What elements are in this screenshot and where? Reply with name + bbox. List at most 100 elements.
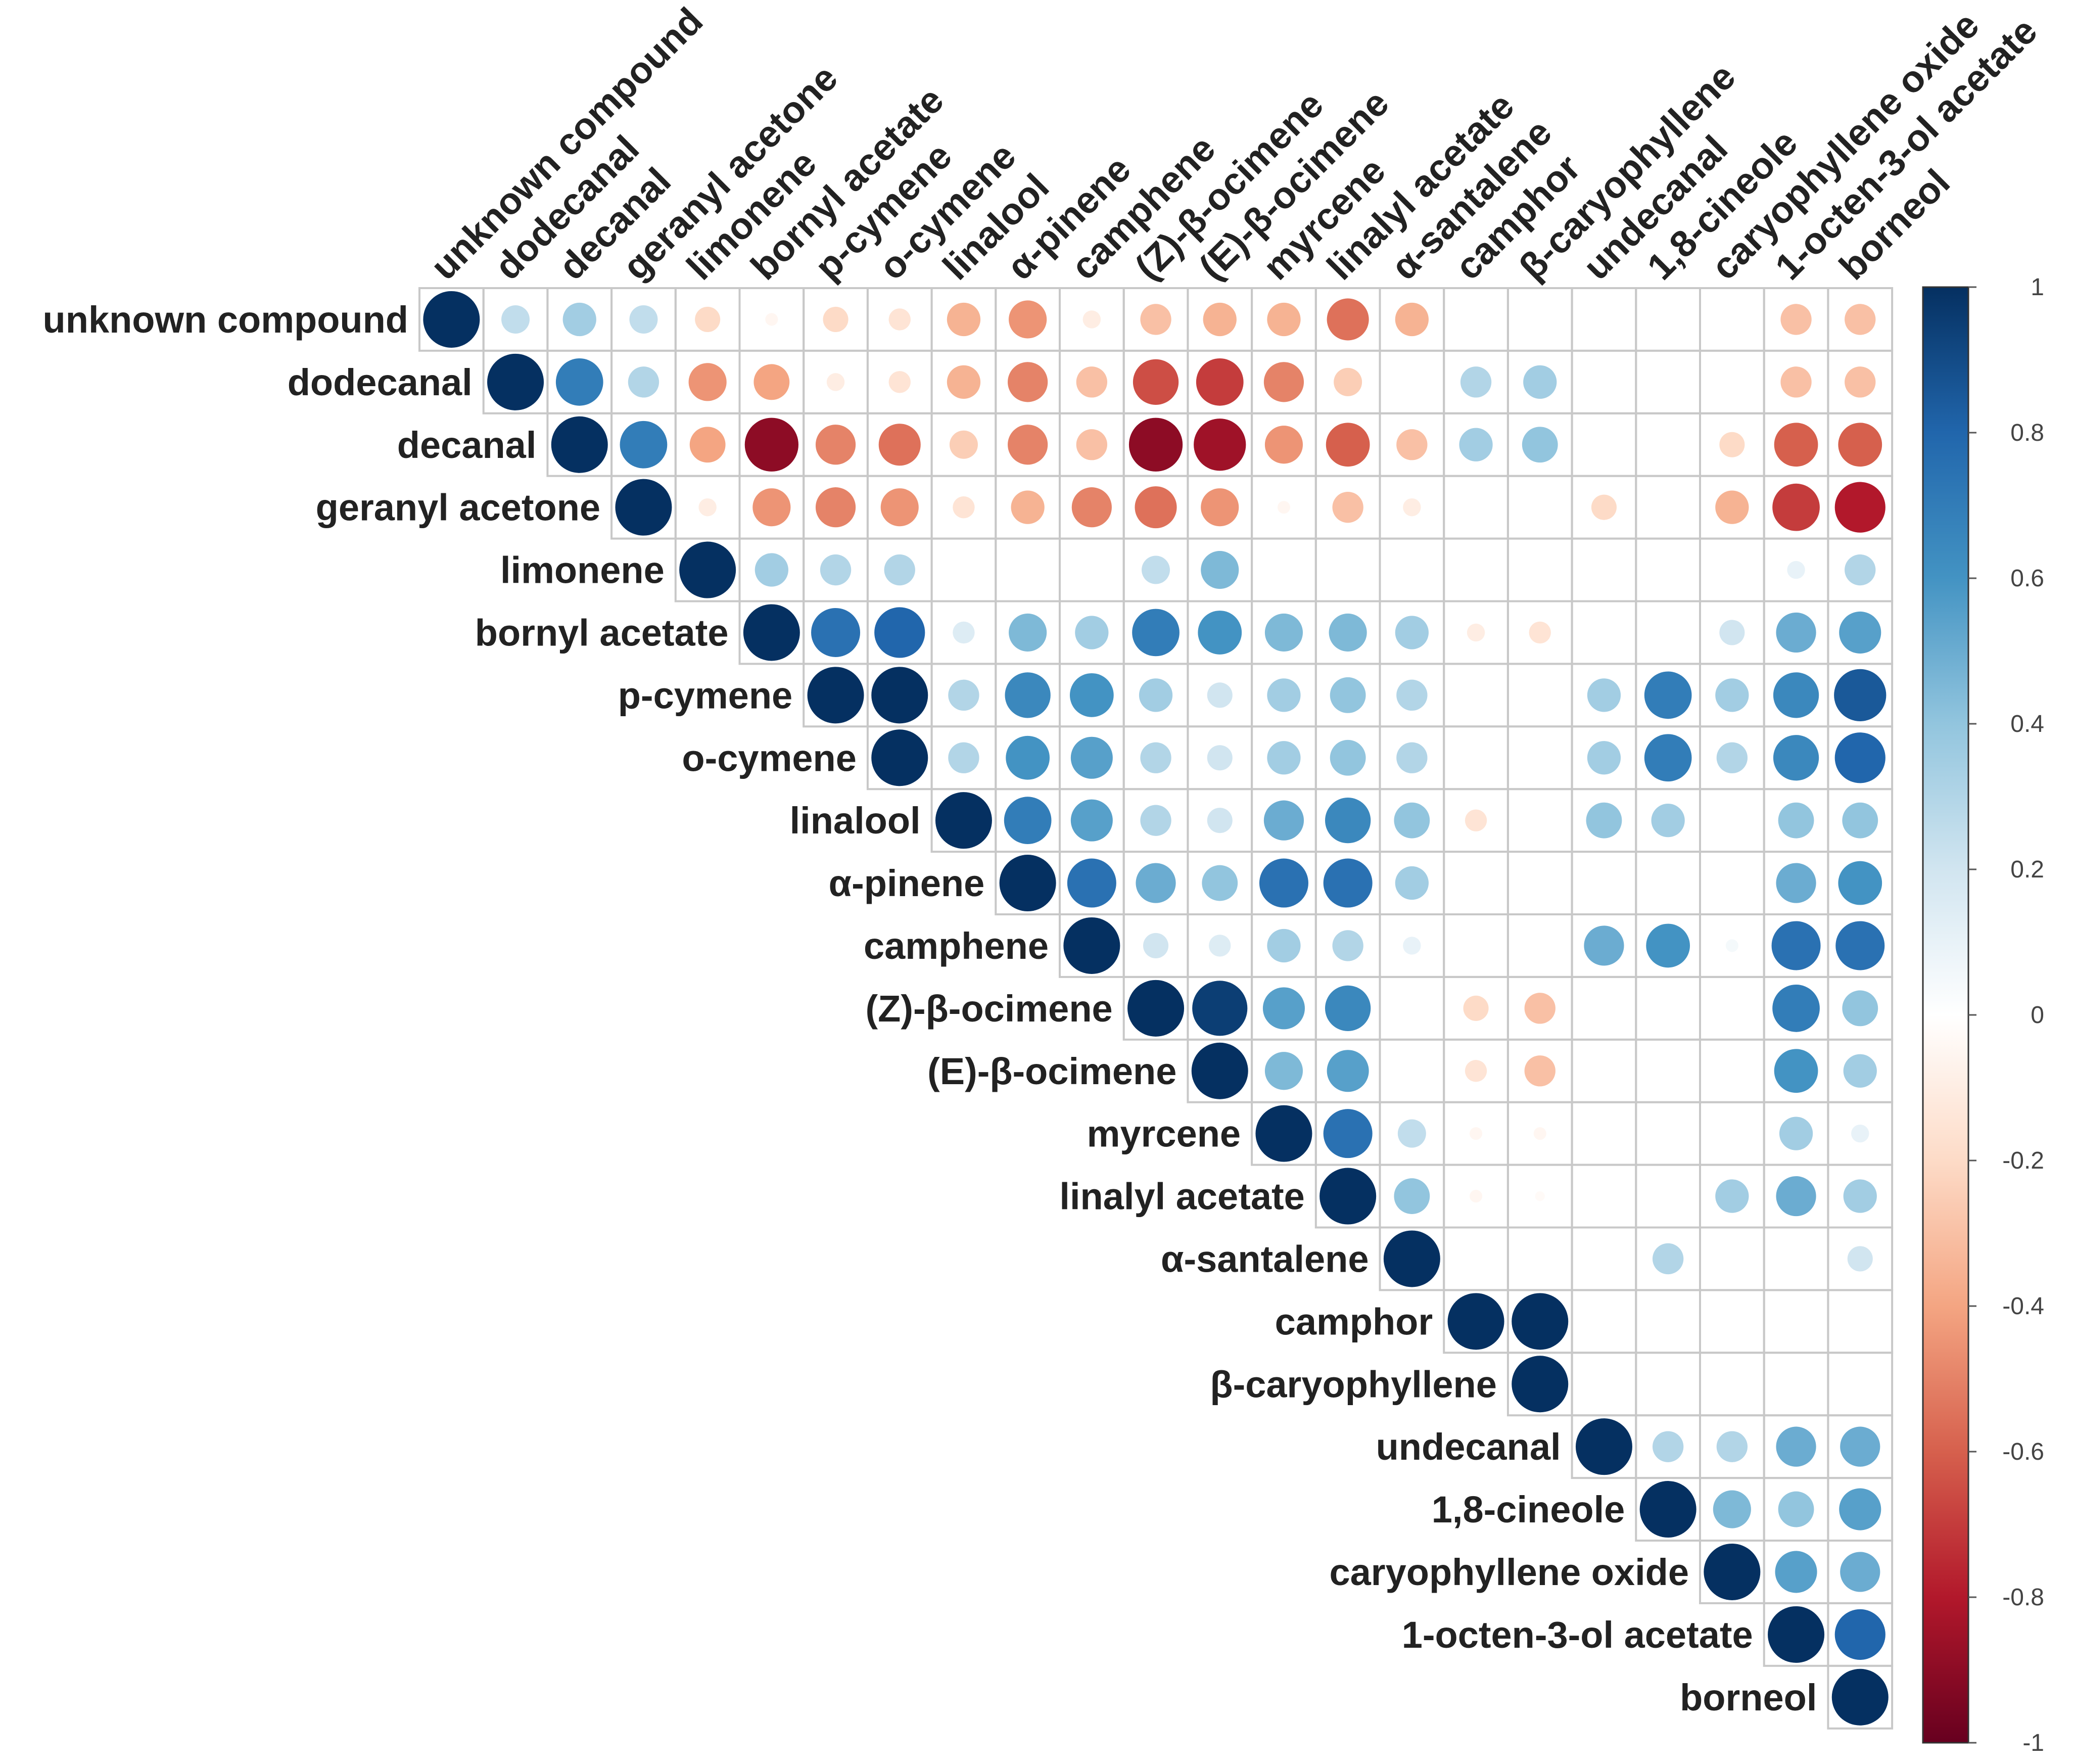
colorbar-tick-label: 0.4	[2010, 711, 2044, 737]
correlation-circle-9-14	[1323, 858, 1373, 908]
correlation-circle-8-11	[1140, 805, 1171, 836]
correlation-circle-21-21	[1768, 1606, 1825, 1663]
correlation-circle-2-10	[1076, 429, 1108, 460]
correlation-circle-0-5	[765, 313, 778, 326]
grid-cell	[1506, 725, 1573, 791]
grid-cell	[1571, 1101, 1637, 1166]
correlation-circle-9-21	[1776, 863, 1816, 903]
correlation-circle-2-20	[1719, 432, 1745, 457]
correlation-circle-5-9	[1009, 613, 1047, 652]
colorbar-tick-label: -0.8	[2002, 1584, 2044, 1611]
column-label-1-octen-3-ol-acetate-21: 1-octen-3-ol acetate	[1767, 10, 2045, 288]
grid-cell	[1571, 287, 1637, 352]
correlation-circle-10-13	[1267, 929, 1301, 963]
correlation-circle-0-13	[1267, 302, 1301, 337]
row-label-linalool-8: linalool	[790, 800, 921, 842]
correlation-circle-0-11	[1140, 304, 1171, 335]
cell-grid	[418, 287, 1894, 1730]
row-label-unknown-compound-0: unknown compound	[43, 299, 408, 341]
grid-cell	[1506, 851, 1573, 915]
correlation-circle-2-4	[689, 427, 726, 463]
correlation-circle-15-19	[1652, 1243, 1684, 1275]
correlation-circle-6-9	[1005, 672, 1051, 718]
correlation-circle-13-16	[1470, 1127, 1483, 1140]
correlation-circle-0-7	[888, 308, 911, 331]
correlation-circle-3-11	[1135, 486, 1177, 529]
row-label-e-ocimene-12: (E)-β-ocimene	[927, 1050, 1176, 1092]
correlation-circle-5-15	[1395, 616, 1429, 649]
grid-cell	[1699, 287, 1765, 352]
correlation-circle-2-2	[551, 416, 608, 473]
colorbar-tick-label: -0.6	[2002, 1438, 2044, 1465]
correlation-circle-2-5	[744, 417, 798, 472]
correlation-circle-14-20	[1715, 1179, 1749, 1213]
row-label-pinene-9: α-pinene	[829, 862, 985, 904]
grid-cell	[1635, 475, 1702, 540]
grid-cell	[1635, 976, 1702, 1041]
correlation-circle-10-22	[1835, 921, 1885, 970]
colorbar-tick-label: -0.2	[2002, 1147, 2044, 1174]
correlation-circle-4-6	[820, 554, 852, 586]
correlation-circle-12-21	[1774, 1049, 1818, 1093]
correlation-circle-12-14	[1327, 1050, 1369, 1092]
correlation-circle-3-7	[880, 488, 919, 527]
grid-cell	[1443, 475, 1509, 540]
correlation-circle-0-6	[823, 306, 849, 332]
row-label-z-ocimene-11: (Z)-β-ocimene	[866, 988, 1113, 1030]
grid-cell	[1635, 851, 1702, 915]
correlation-circle-1-11	[1133, 359, 1179, 405]
correlation-circle-12-12	[1191, 1042, 1248, 1099]
colorbar-tick-label: 0	[2031, 1002, 2044, 1029]
row-label-santalene-15: α-santalene	[1161, 1238, 1369, 1280]
grid-cell	[1443, 851, 1509, 915]
correlation-circle-5-16	[1467, 623, 1485, 642]
grid-cell	[1763, 1352, 1829, 1417]
grid-cell	[1699, 976, 1765, 1041]
correlation-circle-5-6	[811, 608, 861, 657]
correlation-circle-5-17	[1529, 621, 1551, 644]
correlation-circle-3-13	[1277, 501, 1290, 514]
grid-cell	[1571, 1038, 1637, 1103]
grid-cell	[1571, 851, 1637, 915]
correlation-circle-9-13	[1259, 858, 1308, 908]
grid-cell	[1699, 851, 1765, 915]
correlation-circle-10-12	[1209, 935, 1231, 957]
correlation-circle-0-10	[1082, 310, 1101, 329]
correlation-circle-10-20	[1725, 939, 1738, 952]
correlation-circle-13-15	[1397, 1119, 1426, 1148]
grid-cell	[1571, 600, 1637, 665]
correlation-circle-11-11	[1127, 980, 1185, 1037]
correlation-circle-0-21	[1780, 304, 1812, 335]
correlation-circle-15-15	[1383, 1230, 1440, 1287]
correlation-circle-3-5	[752, 488, 791, 527]
colorbar-tick-label: -0.4	[2002, 1293, 2044, 1320]
correlation-circle-5-13	[1264, 613, 1303, 652]
correlation-circle-5-8	[953, 621, 975, 644]
correlation-circle-1-6	[826, 373, 845, 391]
correlation-circle-6-22	[1834, 669, 1887, 721]
correlation-circle-8-22	[1842, 802, 1878, 839]
correlation-circle-9-15	[1395, 866, 1429, 900]
grid-cell	[1699, 537, 1765, 602]
grid-cell	[1443, 913, 1509, 978]
correlation-circle-22-22	[1831, 1668, 1889, 1726]
grid-cell	[1251, 537, 1317, 602]
correlation-circle-11-21	[1772, 984, 1820, 1032]
correlation-circle-2-12	[1194, 419, 1246, 471]
grid-cell	[1699, 788, 1765, 853]
correlation-circle-7-13	[1267, 741, 1301, 775]
correlation-circle-5-7	[874, 607, 925, 658]
correlation-circle-14-15	[1394, 1178, 1430, 1214]
correlation-circle-7-18	[1587, 741, 1621, 775]
correlation-circle-8-14	[1325, 798, 1371, 844]
row-label-p-cymene-6: p-cymene	[618, 674, 792, 716]
grid-cell	[1571, 1352, 1637, 1417]
grid-cell	[1763, 1226, 1829, 1291]
correlation-circle-9-22	[1838, 861, 1882, 905]
correlation-circle-2-11	[1128, 417, 1183, 472]
correlation-circle-3-9	[1011, 490, 1045, 524]
correlation-circle-0-1	[501, 305, 530, 334]
correlation-circle-7-11	[1140, 742, 1171, 773]
correlation-circle-2-13	[1264, 426, 1303, 464]
correlation-circle-3-20	[1715, 490, 1749, 524]
